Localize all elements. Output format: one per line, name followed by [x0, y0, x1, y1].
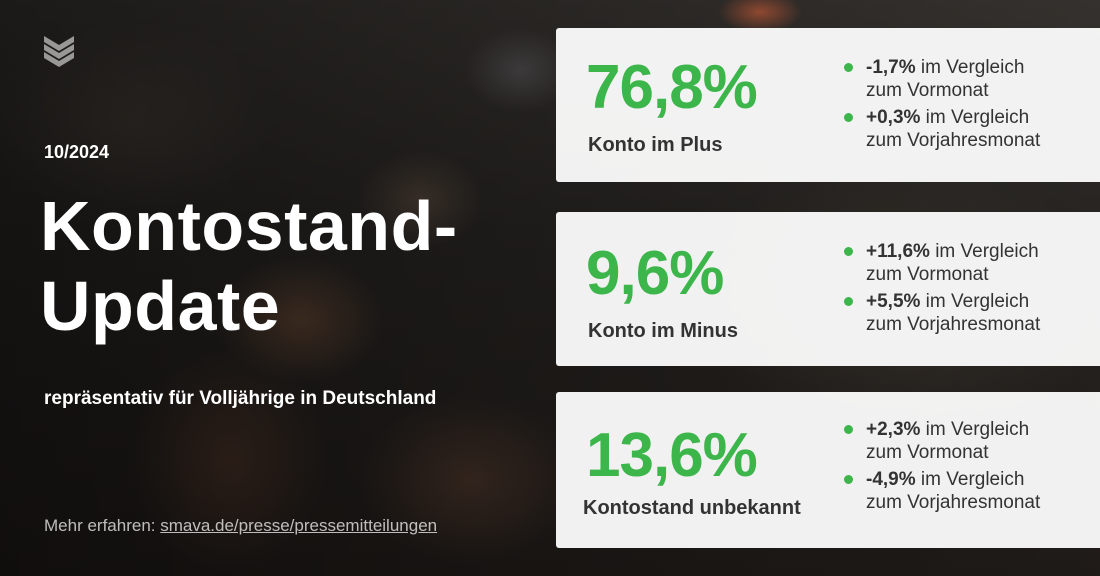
stat-card-plus: 76,8% Konto im Plus -1,7% im Vergleich z… — [556, 28, 1100, 182]
stat-value: 9,6% — [586, 239, 724, 308]
bullet-dot-icon — [844, 113, 853, 122]
change-delta: -1,7% — [866, 57, 916, 78]
change-list: -1,7% im Vergleich zum Vormonat +0,3% im… — [844, 56, 1040, 156]
title-line-2: Update — [40, 267, 281, 345]
change-item: +11,6% im Vergleich zum Vormonat — [844, 240, 1040, 286]
stat-value: 13,6% — [586, 421, 758, 490]
bullet-dot-icon — [844, 475, 853, 484]
more-info-label: Mehr erfahren: — [44, 516, 156, 535]
change-list: +2,3% im Vergleich zum Vormonat -4,9% im… — [844, 418, 1040, 518]
change-text-sub: zum Vormonat — [866, 264, 989, 285]
change-text: im Vergleich — [920, 291, 1030, 312]
title-line-1: Kontostand- — [40, 187, 458, 265]
page-title: Kontostand- Update — [40, 186, 458, 346]
subtitle: repräsentativ für Volljährige in Deutsch… — [44, 388, 437, 409]
change-delta: +0,3% — [866, 107, 921, 128]
change-delta: +5,5% — [866, 291, 921, 312]
change-text: im Vergleich — [920, 419, 1030, 440]
stat-label: Kontostand unbekannt — [583, 497, 801, 519]
stat-label: Konto im Plus — [588, 134, 723, 156]
change-list: +11,6% im Vergleich zum Vormonat +5,5% i… — [844, 240, 1040, 340]
bullet-dot-icon — [844, 63, 853, 72]
report-date: 10/2024 — [44, 142, 110, 162]
more-info: Mehr erfahren: smava.de/presse/pressemit… — [44, 516, 437, 536]
change-text-sub: zum Vormonat — [866, 442, 989, 463]
change-text: im Vergleich — [915, 469, 1025, 490]
change-delta: +2,3% — [866, 419, 921, 440]
bullet-dot-icon — [844, 247, 853, 256]
change-text-sub: zum Vormonat — [866, 80, 989, 101]
stat-value: 76,8% — [586, 53, 758, 122]
change-text-sub: zum Vorjahresmonat — [866, 314, 1041, 335]
smava-logo-icon — [44, 36, 74, 67]
change-item: +0,3% im Vergleich zum Vorjahresmonat — [844, 106, 1040, 152]
stat-label: Konto im Minus — [588, 320, 738, 342]
bullet-dot-icon — [844, 425, 853, 434]
change-delta: +11,6% — [866, 241, 930, 262]
press-release-link[interactable]: smava.de/presse/pressemitteilungen — [160, 516, 438, 535]
bullet-dot-icon — [844, 297, 853, 306]
stat-card-unknown: 13,6% Kontostand unbekannt +2,3% im Verg… — [556, 392, 1100, 548]
change-item: +2,3% im Vergleich zum Vormonat — [844, 418, 1040, 464]
change-text: im Vergleich — [915, 57, 1025, 78]
change-text-sub: zum Vorjahresmonat — [866, 492, 1041, 513]
change-text: im Vergleich — [929, 241, 1039, 262]
change-item: +5,5% im Vergleich zum Vorjahresmonat — [844, 290, 1040, 336]
stat-card-minus: 9,6% Konto im Minus +11,6% im Vergleich … — [556, 212, 1100, 366]
change-item: -4,9% im Vergleich zum Vorjahresmonat — [844, 468, 1040, 514]
change-text: im Vergleich — [920, 107, 1030, 128]
change-item: -1,7% im Vergleich zum Vormonat — [844, 56, 1040, 102]
change-text-sub: zum Vorjahresmonat — [866, 130, 1041, 151]
change-delta: -4,9% — [866, 469, 916, 490]
